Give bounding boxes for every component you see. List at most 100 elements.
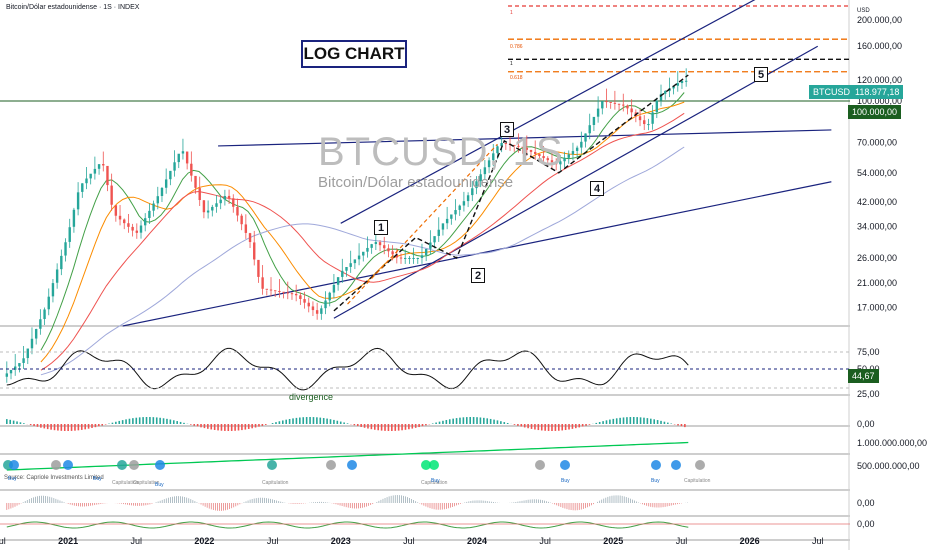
- macd-histogram-bar: [632, 417, 635, 424]
- macd-histogram-bar: [16, 421, 18, 424]
- candle-body: [282, 291, 285, 293]
- candle-body: [223, 196, 227, 200]
- x-tick-label: 2022: [194, 536, 214, 546]
- y-tick-label: 160.000,00: [857, 41, 902, 51]
- macd-histogram-bar: [367, 424, 369, 429]
- candle-body: [496, 146, 499, 154]
- macd-histogram-bar: [513, 424, 516, 425]
- candle-body: [194, 175, 197, 188]
- candle-body: [118, 215, 122, 220]
- macd-histogram-bar: [132, 418, 134, 424]
- macd-histogram-bar: [500, 421, 502, 424]
- candle-body: [144, 218, 147, 226]
- macd-histogram-bar: [609, 419, 611, 424]
- candle-body: [299, 295, 302, 299]
- candle-body: [332, 284, 336, 293]
- macd-histogram-bar: [196, 424, 199, 427]
- macd-histogram-bar: [540, 424, 543, 431]
- candle-body: [676, 83, 679, 86]
- candle-body: [517, 145, 520, 147]
- x-tick-label: 2025: [603, 536, 623, 546]
- macd-histogram-bar: [145, 417, 148, 424]
- macd-histogram-bar: [63, 424, 66, 431]
- macd-histogram-bar: [680, 424, 683, 427]
- macd-histogram-bar: [503, 422, 506, 424]
- fib-label-0786: 0.786: [510, 44, 523, 50]
- macd-histogram-bar: [12, 420, 15, 424]
- candle-body: [525, 147, 529, 150]
- macd-histogram-bar: [190, 424, 192, 425]
- candle-body: [39, 319, 42, 329]
- source-label: Source: Capriole Investments Limited: [4, 475, 104, 481]
- macd-histogram-bar: [251, 424, 253, 429]
- candle-body: [538, 154, 541, 157]
- candle-body: [215, 203, 218, 207]
- candle-body: [294, 293, 298, 296]
- macd-histogram-bar: [282, 420, 284, 424]
- wave-label-2: 2: [471, 268, 485, 283]
- candle-body: [357, 255, 361, 260]
- macd-histogram-bar: [370, 424, 373, 430]
- candle-body: [366, 247, 369, 252]
- candle-body: [588, 125, 591, 134]
- macd-histogram-bar: [578, 424, 581, 428]
- macd-histogram-bar: [33, 424, 35, 426]
- signal-dot: [267, 460, 277, 470]
- x-tick-label: 2024: [467, 536, 487, 546]
- candle-body: [261, 277, 264, 289]
- macd-histogram-bar: [561, 424, 563, 431]
- wave-label-3: 3: [500, 122, 514, 137]
- macd-histogram-bar: [622, 417, 625, 424]
- macd-histogram-bar: [309, 417, 311, 424]
- y-tick-label: 17.000,00: [857, 302, 897, 312]
- x-tick-label: 2026: [740, 536, 760, 546]
- macd-histogram-bar: [288, 418, 291, 424]
- candle-body: [123, 219, 126, 224]
- macd-histogram-bar: [404, 424, 407, 430]
- x-tick-label: Jul: [0, 536, 6, 546]
- macd-histogram-bar: [551, 424, 553, 431]
- indicator-tick-label: 500.000.000,00: [857, 461, 920, 471]
- macd-histogram-bar: [159, 417, 161, 424]
- macd-histogram-bar: [224, 424, 226, 431]
- macd-histogram-bar: [530, 424, 533, 429]
- candle-body: [286, 292, 289, 294]
- macd-histogram-bar: [57, 424, 59, 431]
- candle-body: [345, 267, 348, 271]
- macd-histogram-bar: [275, 422, 277, 424]
- candle-body: [5, 373, 9, 377]
- macd-histogram-bar: [380, 424, 383, 431]
- macd-histogram-bar: [166, 418, 168, 424]
- macd-histogram-bar: [435, 422, 437, 424]
- macd-histogram-bar: [479, 417, 482, 424]
- macd-histogram-bar: [571, 424, 574, 429]
- signal-label: Buy: [8, 476, 17, 482]
- macd-histogram-bar: [472, 417, 475, 424]
- macd-histogram-bar: [244, 424, 247, 430]
- candle-body: [236, 206, 239, 216]
- last-price-tag: BTCUSD 118.977,18: [809, 85, 904, 99]
- macd-histogram-bar: [118, 420, 121, 424]
- macd-histogram-bar: [493, 419, 495, 424]
- watermark-name: Bitcoin/Dólar estadounidense: [318, 174, 514, 191]
- candle-body: [374, 242, 378, 245]
- candle-body: [14, 366, 17, 370]
- candle-body: [51, 283, 55, 297]
- candle-body: [9, 369, 13, 374]
- signal-label: Capitulation: [133, 480, 160, 486]
- indicator-tick-label: 0,00: [857, 419, 875, 429]
- signal-dot: [326, 460, 336, 470]
- candle-body: [198, 188, 201, 201]
- macd-histogram-bar: [598, 422, 601, 424]
- currency-label: USD: [857, 8, 870, 14]
- macd-histogram-bar: [200, 424, 202, 428]
- macd-histogram-bar: [391, 424, 393, 431]
- macd-histogram-bar: [121, 420, 124, 424]
- macd-histogram-bar: [46, 424, 49, 430]
- signal-label: Buy: [561, 478, 570, 484]
- indicator-tick-label: 1.000.000.000,00: [857, 438, 927, 448]
- macd-histogram-bar: [612, 418, 615, 424]
- macd-histogram-bar: [179, 421, 182, 424]
- macd-histogram-bar: [302, 417, 305, 424]
